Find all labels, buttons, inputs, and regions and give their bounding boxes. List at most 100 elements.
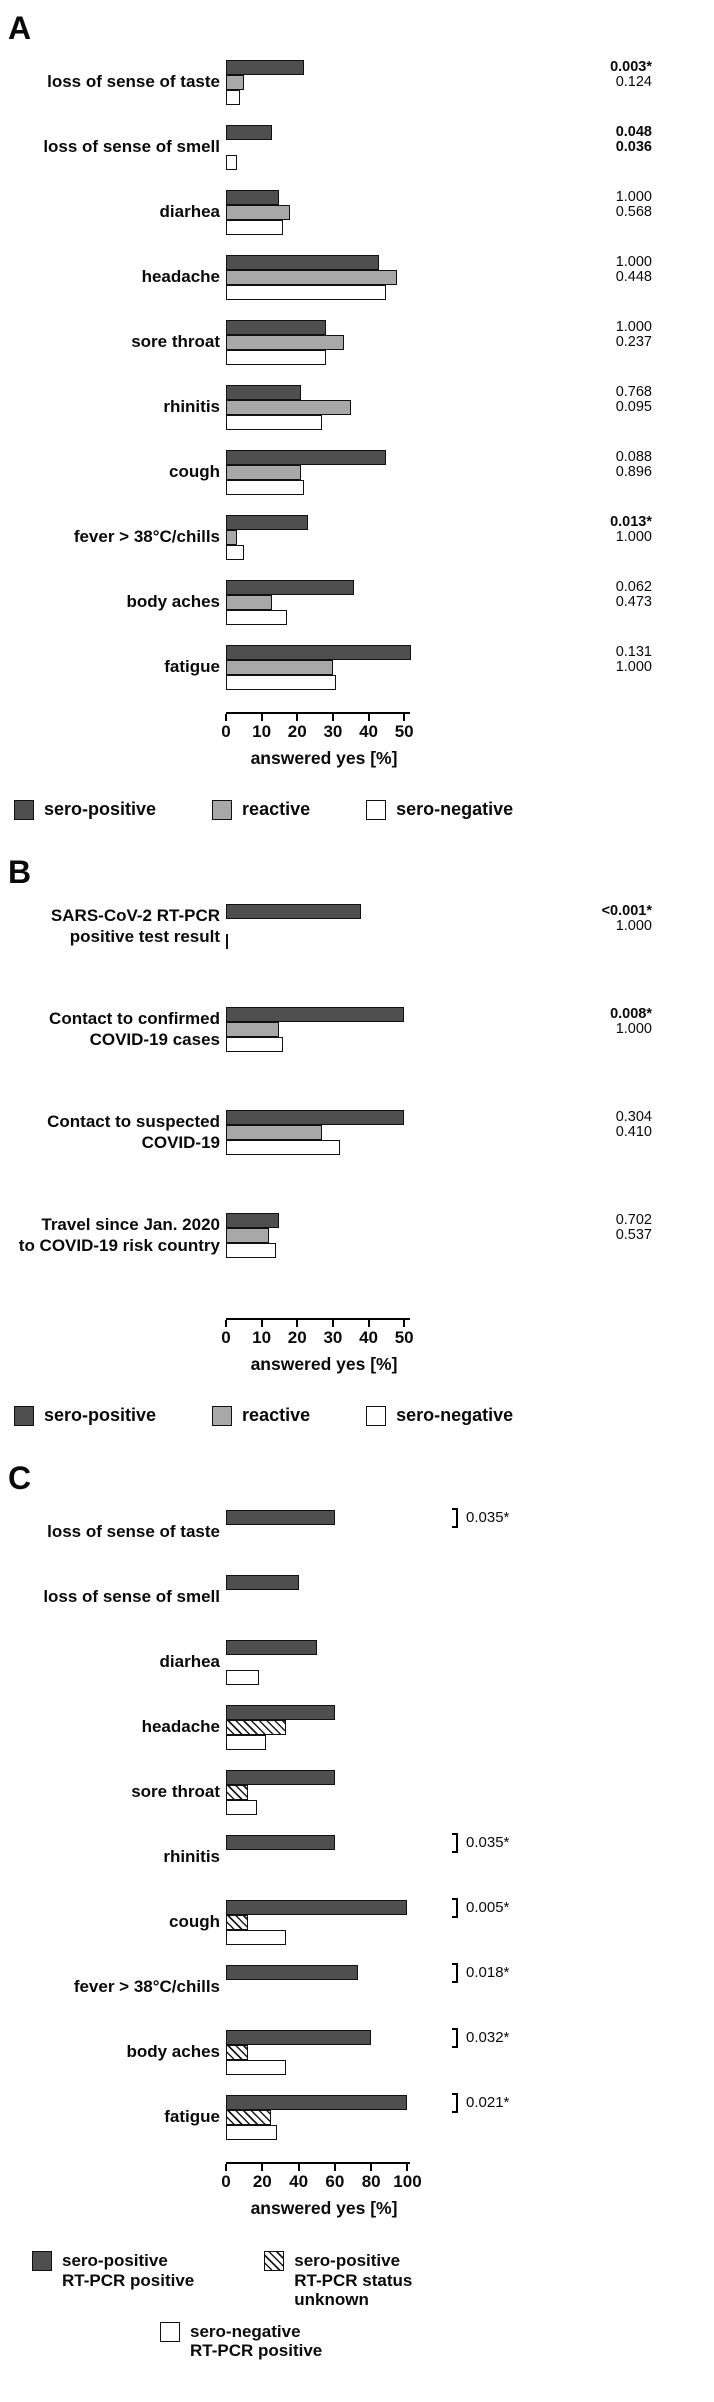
legend-swatch-white-icon [160, 2321, 180, 2342]
p-value: 0.048 [615, 124, 652, 140]
x-axis-tick-label: 40 [359, 722, 378, 741]
legend-label: reactive [242, 799, 311, 819]
bar-sero-positive [226, 1110, 405, 1125]
legend-swatch-dark-icon [32, 2251, 52, 2271]
bar-group [226, 385, 422, 430]
x-axis-tick-label: 50 [394, 1328, 414, 1347]
panel-a-letter: A [8, 10, 32, 46]
p-value: 0.005* [466, 1899, 510, 1916]
x-axis: 0 20 40 60 80 100 [221, 2162, 422, 2194]
bracket-icon [452, 2092, 458, 2113]
x-axis-tick-label: 80 [361, 2172, 381, 2191]
p-values: 0.048 0.036 [422, 125, 708, 155]
bar-sero-negative [226, 285, 387, 300]
p-values: 0.013* 1.000 [422, 515, 708, 545]
p-values: 0.021* [422, 2092, 708, 2113]
p-value: 0.768 [615, 384, 652, 400]
bar-sero-positive-rt-pcr-positive [226, 1835, 335, 1850]
bar-group [226, 1575, 422, 1620]
p-value: 0.095 [615, 399, 652, 415]
bar-sero-negative [226, 415, 323, 430]
p-value: 1.000 [615, 918, 652, 934]
p-value: 1.000 [615, 659, 652, 675]
row-label-cough: cough [169, 1912, 220, 1932]
p-values: 0.768 0.095 [422, 385, 708, 415]
legend-item-sero-positive: sero-positive [14, 1405, 156, 1426]
p-values: 0.005* [422, 1897, 708, 1918]
row-label-loss-of-sense-of-taste: loss of sense of taste [47, 1522, 220, 1542]
p-values: <0.001* 1.000 [422, 904, 708, 934]
bar-sero-positive [226, 190, 280, 205]
chart-row: fatigue 0.021* [6, 2092, 708, 2140]
panel-b-letter: B [8, 854, 32, 890]
bar-reactive [226, 75, 244, 90]
bar-group [226, 2095, 422, 2140]
p-value: 0.448 [615, 269, 652, 285]
legend-label: sero-positive [44, 1405, 157, 1425]
legend-item-sero-positive: sero-positive [14, 799, 156, 820]
p-value: 0.702 [615, 1212, 652, 1228]
axis-area: 0 20 40 60 80 100 answered yes [%] [221, 2160, 422, 2219]
bar-group [226, 1110, 422, 1155]
bar-sero-positive-rt-pcr-status-unknown [226, 1720, 286, 1735]
chart-row: rhinitis 0.768 0.095 [6, 385, 708, 430]
legend-item-reactive: reactive [212, 1405, 310, 1426]
x-axis-tick [296, 1320, 299, 1327]
bar-sero-negative [226, 1037, 284, 1052]
x-axis-tick-label: 0 [221, 2172, 231, 2191]
x-axis-title: answered yes [%] [250, 2198, 398, 2218]
bar-reactive [226, 595, 273, 610]
p-value: 0.035* [466, 1834, 510, 1851]
bar-sero-negative-rt-pcr-positive [226, 1735, 266, 1750]
bar-sero-positive [226, 125, 273, 140]
bar-sero-positive-rt-pcr-positive [226, 1965, 359, 1980]
x-axis-tick [225, 1320, 227, 1327]
x-axis-tick [296, 714, 299, 721]
bar-sero-negative [226, 90, 241, 105]
bracket-icon [452, 1507, 458, 1528]
x-axis-line [226, 712, 410, 714]
row-label-loss-of-sense-of-taste: loss of sense of taste [47, 72, 220, 92]
p-value: 0.473 [615, 594, 652, 610]
bar-group [226, 904, 422, 949]
row-label-body-aches: body aches [126, 592, 220, 612]
chart-row: loss of sense of taste 0.035* [6, 1507, 708, 1555]
panel-a-legend: sero-positive reactive sero-negative [14, 799, 708, 820]
row-label-body-aches: body aches [126, 2042, 220, 2062]
legend-swatch-dark-icon [14, 1405, 34, 1426]
x-axis-tick [297, 2164, 300, 2171]
x-axis: 0 10 20 30 40 50 [221, 712, 422, 744]
p-values: 0.008* 1.000 [422, 1007, 708, 1037]
bar-group [226, 1510, 422, 1555]
p-value: 0.537 [615, 1227, 652, 1243]
x-axis-tick [367, 1320, 370, 1327]
chart-row: rhinitis 0.035* [6, 1832, 708, 1880]
legend-swatch-mid-icon [212, 799, 233, 820]
bar-group [226, 450, 422, 495]
bar-sero-negative [226, 155, 237, 170]
legend-swatch-dark-icon [14, 799, 34, 820]
bar-sero-positive-rt-pcr-positive [226, 1510, 335, 1525]
legend-swatch-white-icon [366, 799, 387, 820]
bar-group [226, 1705, 422, 1750]
chart-row: Travel since Jan. 2020 to COVID-19 risk … [6, 1213, 708, 1258]
bar-reactive [226, 1125, 323, 1140]
x-axis-tick-label: 30 [323, 1328, 343, 1347]
chart-row: fatigue 0.131 1.000 [6, 645, 708, 690]
row-label-fever-38-c-chills: fever > 38°C/chills [73, 1977, 220, 1997]
bar-sero-positive-rt-pcr-positive [226, 2030, 372, 2045]
row-label-diarhea: diarhea [159, 202, 220, 222]
axis-row: 0 10 20 30 40 50 answered yes [%] [6, 1316, 708, 1375]
bar-reactive [226, 1022, 280, 1037]
row-label-diarhea: diarhea [159, 1652, 220, 1672]
bar-reactive [226, 530, 237, 545]
x-axis-tick [260, 1320, 263, 1327]
axis-area: 0 10 20 30 40 50 answered yes [%] [221, 710, 422, 769]
p-value: 1.000 [615, 529, 652, 545]
p-values: 1.000 0.568 [422, 190, 708, 220]
x-axis-tick-label: 30 [323, 722, 343, 741]
bar-group [226, 320, 422, 365]
x-axis-tick [403, 714, 406, 721]
x-axis-tick-label: 100 [393, 2172, 422, 2191]
bracket-icon [452, 1897, 458, 1918]
